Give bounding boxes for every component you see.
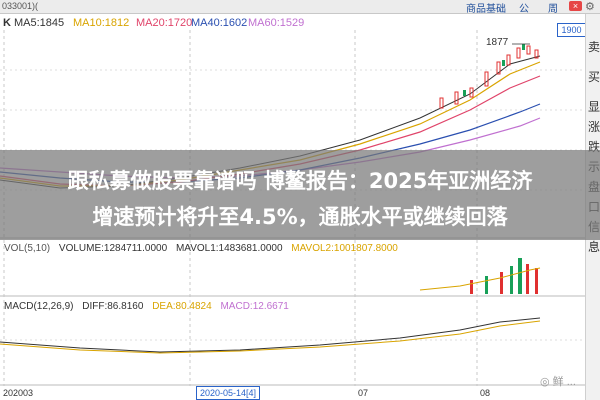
high-price-marker: 1877: [486, 37, 509, 48]
ma-legend: K MA5:1845 MA10:1812 MA20:1720 MA40:1602…: [0, 14, 585, 32]
candle-down: [463, 90, 466, 96]
title-bar: 033001)( 商品基础 公 周 × ⚙: [0, 0, 600, 15]
volume-bars: [470, 258, 538, 294]
ma5-label: MA5:1845: [14, 17, 65, 29]
link-weekly[interactable]: 周: [548, 4, 558, 15]
diff-value: DIFF:86.8160: [82, 301, 144, 312]
candle-up: [496, 61, 501, 75]
volume-bar: [526, 264, 529, 294]
right-panel-char[interactable]: 卖: [587, 40, 600, 54]
close-icon[interactable]: ×: [569, 1, 582, 11]
headline-line-2: 增速预计将升至4.5%，通胀水平或继续回落: [92, 205, 508, 229]
date-tick: 202003: [3, 388, 34, 398]
ma60-label: MA60:1529: [248, 17, 305, 29]
price-badge: 1900: [557, 23, 586, 37]
right-panel-char[interactable]: 买: [587, 70, 600, 84]
macd-indicator-label: MACD(12,26,9): [4, 301, 74, 312]
right-panel-char[interactable]: 息: [587, 240, 600, 254]
candle-down: [522, 44, 525, 50]
candle-up: [469, 87, 474, 98]
macd-panel-labels: MACD(12,26,9) DIFF:86.8160 DEA:80.4824 M…: [4, 301, 295, 312]
diff-line: [0, 317, 541, 353]
candle-up: [454, 91, 459, 105]
date-cursor-label: 2020-05-14[4]: [196, 386, 261, 400]
candle-down: [502, 60, 505, 66]
volume-bar: [485, 276, 488, 294]
ma10-label: MA10:1812: [73, 17, 130, 29]
kline-label: K: [3, 17, 11, 29]
link-product-basics[interactable]: 商品基础: [466, 4, 506, 15]
dea-line: [0, 320, 541, 354]
ma20-label: MA20:1720: [136, 17, 193, 29]
date-axis: 202003 07 08: [0, 386, 585, 400]
dea-value: DEA:80.4824: [152, 301, 212, 312]
candle-up: [516, 47, 521, 59]
date-tick: 08: [480, 388, 491, 398]
right-panel-char[interactable]: 显: [587, 100, 600, 114]
gear-icon[interactable]: ⚙: [585, 1, 595, 13]
volume-bar: [535, 268, 538, 294]
mavol1-value: MAVOL1:1483681.0000: [175, 243, 283, 254]
headline-overlay: [0, 150, 600, 240]
stock-code: 033001)(: [2, 1, 39, 11]
candle-up: [506, 54, 511, 66]
date-tick: 07: [358, 388, 369, 398]
volume-bar: [470, 280, 473, 294]
vol-indicator-label: VOL(5,10): [4, 243, 51, 254]
mavol2-value: MAVOL2:1001807.8000: [291, 243, 398, 254]
volume-bar: [518, 258, 522, 294]
mavol-line: [419, 267, 541, 291]
macd-value: MACD:12.6671: [220, 301, 289, 312]
vol-panel-labels: VOL(5,10) VOLUME:1284711.0000 MAVOL1:148…: [4, 243, 404, 254]
candle-up: [526, 45, 531, 55]
candle-up: [534, 49, 539, 59]
volume-value: VOLUME:1284711.0000: [58, 243, 168, 254]
candle-up: [484, 71, 489, 87]
watermark: ◎ 鲜 ...: [540, 376, 576, 388]
volume-bar: [500, 272, 503, 294]
headline-line-1: 跟私募做股票靠谱吗 博鳌报告：2025年亚洲经济: [67, 169, 533, 193]
right-panel-char[interactable]: 涨: [587, 120, 600, 134]
ma40-label: MA40:1602: [191, 17, 248, 29]
candle-up: [439, 97, 444, 109]
volume-bar: [510, 266, 513, 294]
link-announcement[interactable]: 公: [519, 4, 529, 15]
